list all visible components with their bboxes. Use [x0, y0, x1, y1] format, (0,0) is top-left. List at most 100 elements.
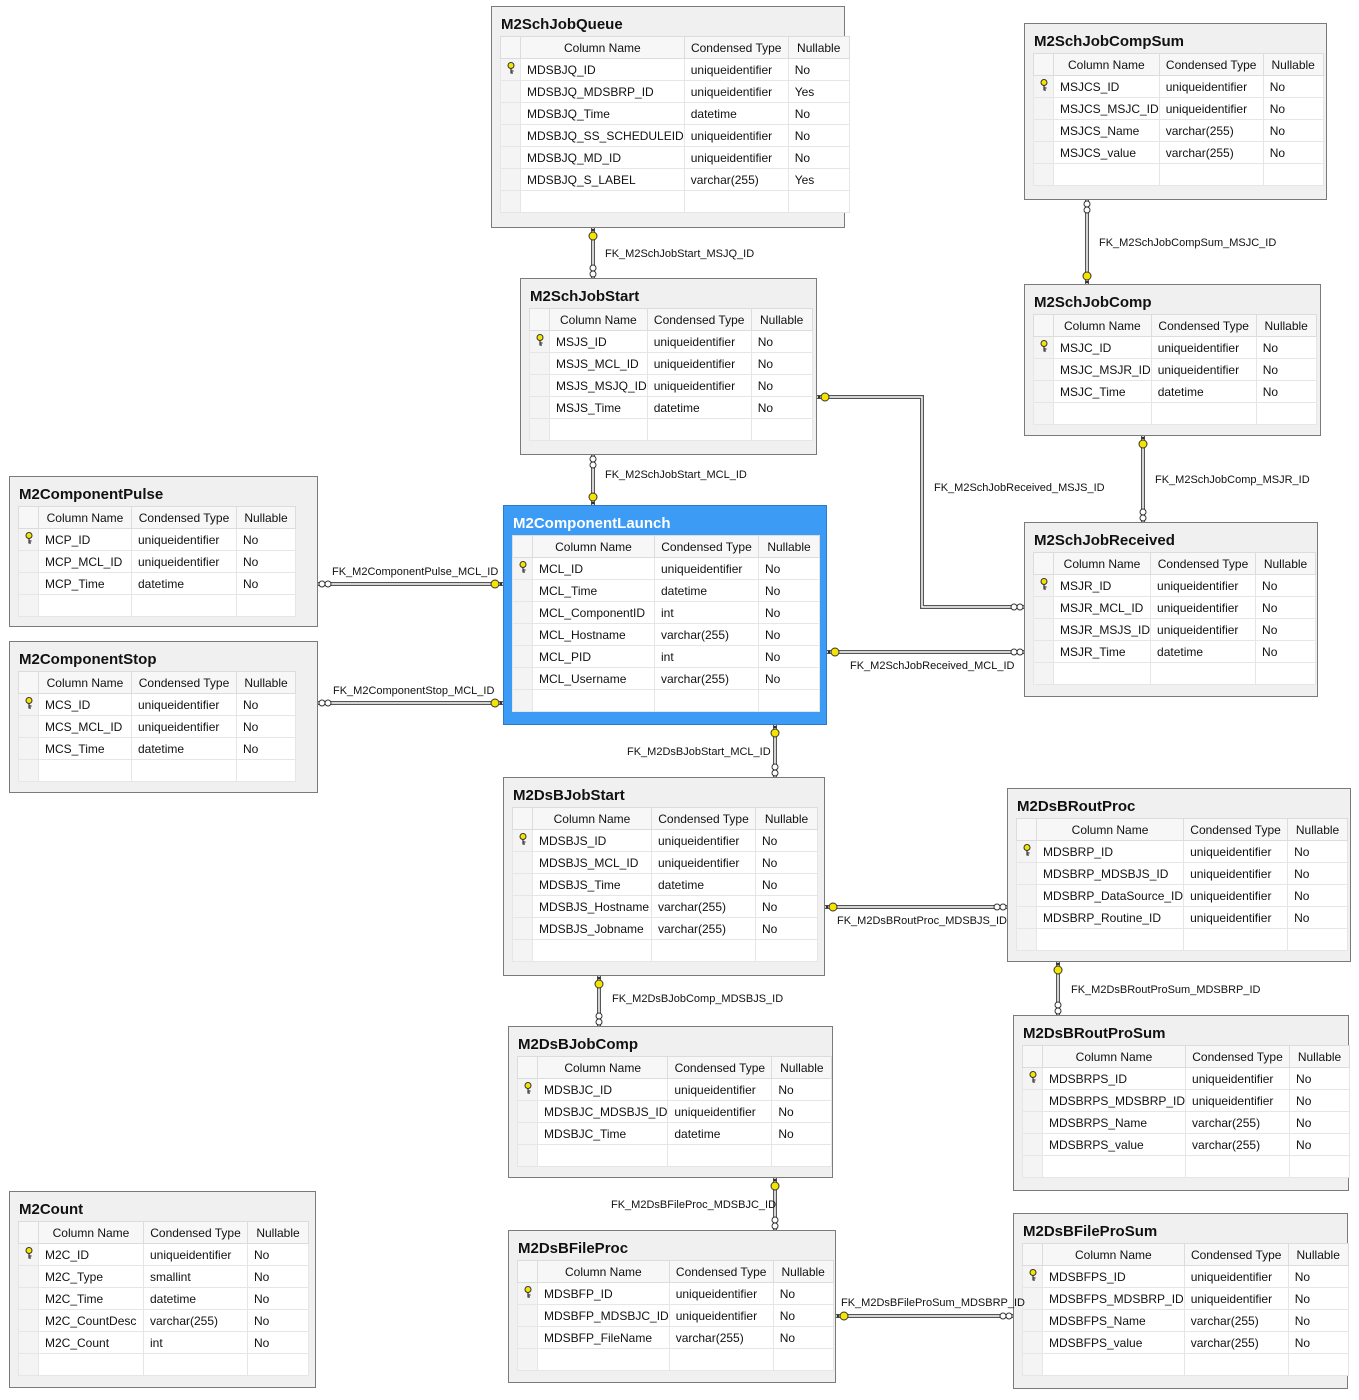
row-selector[interactable]: [1033, 141, 1054, 164]
column-row[interactable]: MDSBJQ_MD_ID uniqueidentifier No: [500, 146, 850, 169]
row-selector[interactable]: [1022, 1265, 1043, 1288]
row-selector[interactable]: [1033, 618, 1054, 641]
row-selector[interactable]: [1033, 662, 1054, 685]
column-row[interactable]: MDSBJS_ID uniqueidentifier No: [512, 829, 818, 852]
column-header[interactable]: Column Name: [537, 1260, 670, 1283]
column-row[interactable]: MDSBRPS_MDSBRP_ID uniqueidentifier No: [1022, 1089, 1351, 1112]
row-selector[interactable]: [18, 1243, 39, 1266]
row-selector-header[interactable]: [517, 1056, 538, 1079]
row-selector[interactable]: [18, 715, 39, 738]
column-header[interactable]: Nullable: [1289, 1045, 1351, 1068]
row-selector[interactable]: [1022, 1133, 1043, 1156]
column-row[interactable]: M2C_Type smallint No: [18, 1265, 309, 1288]
column-header[interactable]: Nullable: [247, 1221, 309, 1244]
column-row[interactable]: MDSBJC_Time datetime No: [517, 1122, 833, 1145]
relationship-FK_M2ComponentPulse_MCL_ID[interactable]: [318, 579, 503, 589]
table-M2Count[interactable]: M2Count Column Name Condensed Type Nullable…: [9, 1191, 316, 1388]
relationship-FK_M2DsBJobComp_MDSBJS_ID[interactable]: [594, 976, 604, 1026]
column-header[interactable]: Condensed Type: [668, 1260, 774, 1283]
row-selector[interactable]: [512, 829, 533, 852]
row-selector-header[interactable]: [1033, 314, 1054, 337]
column-header[interactable]: Column Name: [532, 535, 655, 558]
relationship-label[interactable]: FK_M2DsBFileProc_MDSBJC_ID: [611, 1199, 777, 1211]
relationship-label[interactable]: FK_M2SchJobComp_MSJR_ID: [1155, 474, 1310, 486]
column-row[interactable]: MSJCS_MSJC_ID uniqueidentifier No: [1033, 97, 1324, 120]
empty-row[interactable]: [18, 1353, 309, 1376]
row-selector[interactable]: [18, 528, 39, 551]
row-selector[interactable]: [1033, 402, 1054, 425]
column-header[interactable]: Nullable: [1262, 53, 1324, 76]
column-header[interactable]: Condensed Type: [143, 1221, 248, 1244]
row-selector[interactable]: [1033, 358, 1054, 381]
column-row[interactable]: MCL_PID int No: [512, 645, 820, 668]
row-selector[interactable]: [512, 557, 533, 580]
relationship-FK_M2SchJobReceived_MSJS_ID[interactable]: [817, 392, 1024, 611]
column-row[interactable]: MDSBFP_FileName varchar(255) No: [517, 1326, 834, 1349]
column-header[interactable]: Nullable: [1287, 1243, 1349, 1266]
column-row[interactable]: MDSBJQ_SS_SCHEDULEID uniqueidentifier No: [500, 124, 850, 147]
row-selector-header[interactable]: [1022, 1243, 1043, 1266]
column-header[interactable]: Condensed Type: [654, 535, 759, 558]
row-selector[interactable]: [1022, 1111, 1043, 1134]
row-selector-header[interactable]: [500, 36, 521, 59]
row-selector[interactable]: [18, 759, 39, 782]
relationship-label[interactable]: FK_M2SchJobReceived_MSJS_ID: [934, 482, 1105, 494]
row-selector-header[interactable]: [1033, 53, 1054, 76]
column-header[interactable]: Column Name: [1053, 314, 1152, 337]
column-header[interactable]: Condensed Type: [1183, 1243, 1289, 1266]
row-selector[interactable]: [1016, 906, 1037, 929]
row-selector-header[interactable]: [1033, 552, 1054, 575]
row-selector[interactable]: [512, 579, 533, 602]
empty-row[interactable]: [1033, 662, 1317, 685]
table-M2DsBRoutProSum[interactable]: M2DsBRoutProSum Column Name Condensed Type…: [1013, 1015, 1351, 1191]
row-selector[interactable]: [1022, 1067, 1043, 1090]
column-header[interactable]: Condensed Type: [1185, 1045, 1291, 1068]
row-selector[interactable]: [512, 873, 533, 896]
relationship-FK_M2SchJobReceived_MCL_ID[interactable]: [827, 647, 1024, 657]
table-M2DsBRoutProc[interactable]: M2DsBRoutProc Column Name Condensed Type Nu…: [1007, 788, 1351, 962]
empty-row[interactable]: [517, 1348, 834, 1371]
row-selector[interactable]: [18, 572, 39, 595]
column-row[interactable]: MDSBJC_MDSBJS_ID uniqueidentifier No: [517, 1100, 833, 1123]
column-header[interactable]: Condensed Type: [651, 807, 756, 830]
row-selector[interactable]: [1033, 380, 1054, 403]
column-header[interactable]: Condensed Type: [131, 506, 237, 529]
column-row[interactable]: MSJS_MCL_ID uniqueidentifier No: [529, 352, 813, 375]
relationship-label[interactable]: FK_M2DsBJobStart_MCL_ID: [627, 746, 771, 758]
column-row[interactable]: MSJS_Time datetime No: [529, 396, 813, 419]
row-selector[interactable]: [512, 895, 533, 918]
column-row[interactable]: MCL_ComponentID int No: [512, 601, 820, 624]
row-selector[interactable]: [1022, 1287, 1043, 1310]
row-selector[interactable]: [18, 1265, 39, 1288]
row-selector[interactable]: [1016, 928, 1037, 951]
column-row[interactable]: M2C_ID uniqueidentifier No: [18, 1243, 309, 1266]
column-row[interactable]: MDSBJQ_MDSBRP_ID uniqueidentifier Yes: [500, 80, 850, 103]
column-row[interactable]: MSJC_ID uniqueidentifier No: [1033, 336, 1317, 359]
column-row[interactable]: MCL_Username varchar(255) No: [512, 667, 820, 690]
row-selector-header[interactable]: [18, 671, 39, 694]
column-row[interactable]: MDSBJQ_Time datetime No: [500, 102, 850, 125]
column-row[interactable]: MDSBFP_MDSBJC_ID uniqueidentifier No: [517, 1304, 834, 1327]
column-row[interactable]: MDSBJS_MCL_ID uniqueidentifier No: [512, 851, 818, 874]
column-header[interactable]: Nullable: [1255, 552, 1317, 575]
row-selector[interactable]: [512, 689, 533, 712]
column-row[interactable]: MDSBJQ_ID uniqueidentifier No: [500, 58, 850, 81]
table-M2DsBJobComp[interactable]: M2DsBJobComp Column Name Condensed Type Nul…: [508, 1026, 833, 1178]
column-row[interactable]: MSJR_ID uniqueidentifier No: [1033, 574, 1317, 597]
row-selector-header[interactable]: [1016, 818, 1037, 841]
relationship-FK_M2DsBFileProc_MDSBJC_ID[interactable]: [770, 1178, 780, 1230]
row-selector[interactable]: [517, 1282, 538, 1305]
column-row[interactable]: MCS_ID uniqueidentifier No: [18, 693, 296, 716]
row-selector[interactable]: [1033, 336, 1054, 359]
row-selector[interactable]: [512, 645, 533, 668]
row-selector-header[interactable]: [529, 308, 550, 331]
column-header[interactable]: Condensed Type: [131, 671, 237, 694]
empty-row[interactable]: [512, 939, 818, 962]
column-header[interactable]: Nullable: [772, 1260, 834, 1283]
column-header[interactable]: Column Name: [1042, 1243, 1185, 1266]
column-header[interactable]: Column Name: [549, 308, 648, 331]
row-selector[interactable]: [1033, 75, 1054, 98]
row-selector[interactable]: [1033, 596, 1054, 619]
relationship-FK_M2SchJobStart_MSJQ_ID[interactable]: [588, 228, 598, 278]
row-selector-header[interactable]: [512, 535, 533, 558]
